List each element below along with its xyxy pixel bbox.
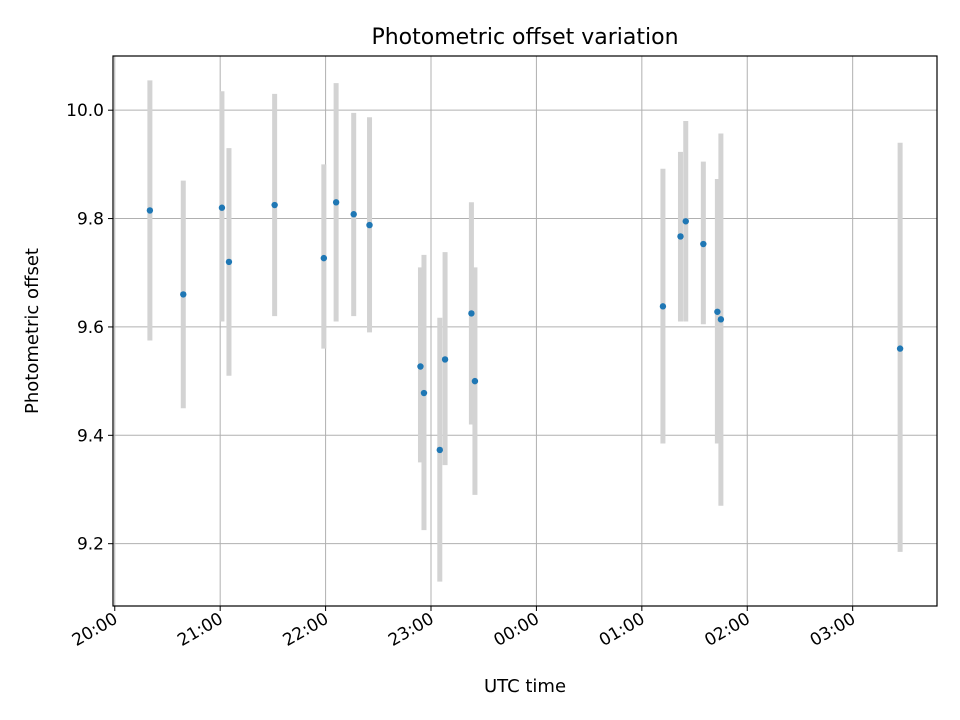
plot-frame [112,55,938,607]
data-point [366,221,373,229]
data-point [225,258,233,266]
data-point [146,207,154,214]
data-point [717,316,725,323]
data-point [468,310,475,317]
data-point [441,356,449,363]
data-point [420,389,428,397]
data-point [271,201,278,209]
x-axis-label: UTC time [484,676,566,697]
y-axis: 9.2 9.4 9.6 9.8 10.0 [66,101,113,555]
y-tick-label: 9.6 [77,318,104,338]
data-point [659,303,667,310]
y-tick-label: 9.4 [77,426,104,446]
data-point [332,199,340,206]
y-axis-label: Photometric offset [22,248,43,414]
data-point [471,377,479,385]
data-point [677,233,684,240]
data-point [180,291,187,298]
data-point [700,240,707,248]
y-tick-label: 10.0 [66,101,104,121]
data-point [896,345,904,352]
y-tick-label: 9.8 [77,210,104,230]
data-point [417,363,424,370]
data-point [436,446,443,454]
grid [113,56,937,606]
data-point [350,211,357,218]
data-point [320,254,328,262]
data-point [682,218,689,225]
data-point [714,308,721,315]
chart-title: Photometric offset variation [371,25,678,50]
y-tick-label: 9.2 [77,535,104,555]
data-points [146,199,904,454]
data-point [218,204,226,211]
